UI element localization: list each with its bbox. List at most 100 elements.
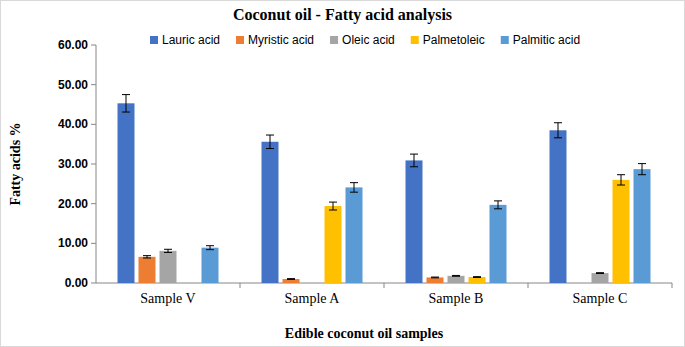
x-tick bbox=[672, 283, 673, 288]
error-stem bbox=[126, 95, 127, 112]
error-cap bbox=[164, 249, 172, 250]
error-stem bbox=[621, 175, 622, 185]
error-cap bbox=[266, 135, 274, 136]
legend-label: Myristic acid bbox=[248, 33, 314, 47]
x-tick bbox=[528, 283, 529, 288]
bar bbox=[283, 279, 300, 283]
error-bar bbox=[143, 256, 151, 258]
error-stem bbox=[270, 135, 271, 148]
error-cap bbox=[473, 276, 481, 277]
error-cap bbox=[206, 245, 214, 246]
bar bbox=[118, 103, 135, 283]
y-axis-label: Fatty acids % bbox=[8, 122, 23, 205]
y-tick bbox=[91, 164, 96, 165]
x-tick bbox=[384, 283, 385, 288]
x-tick-label: Sample A bbox=[285, 291, 341, 306]
legend: Lauric acidMyristic acidOleic acidPalmet… bbox=[150, 33, 580, 47]
error-bar bbox=[206, 246, 214, 250]
error-cap bbox=[350, 182, 358, 183]
error-cap bbox=[638, 163, 646, 164]
chart: Coconut oil - Fatty acid analysisFatty a… bbox=[0, 0, 685, 347]
error-bar bbox=[122, 95, 130, 112]
error-cap bbox=[617, 174, 625, 175]
legend-label: Oleic acid bbox=[342, 33, 395, 47]
error-cap bbox=[143, 255, 151, 256]
error-bar bbox=[617, 175, 625, 185]
error-bar bbox=[596, 272, 604, 274]
y-tick-label: 0.00 bbox=[65, 276, 89, 290]
error-cap bbox=[596, 272, 604, 273]
bar bbox=[325, 206, 342, 283]
error-cap bbox=[410, 154, 418, 155]
bar bbox=[469, 277, 486, 283]
x-tick-label: Sample V bbox=[140, 291, 195, 306]
legend-swatch bbox=[501, 36, 509, 44]
bar bbox=[634, 169, 651, 283]
error-bar bbox=[410, 154, 418, 167]
error-cap bbox=[287, 279, 295, 280]
legend-swatch bbox=[411, 36, 419, 44]
y-tick bbox=[91, 243, 96, 244]
bar bbox=[406, 160, 423, 283]
y-tick bbox=[91, 84, 96, 85]
legend-label: Lauric acid bbox=[162, 33, 220, 47]
bar bbox=[262, 142, 279, 283]
error-bar bbox=[329, 202, 337, 210]
error-cap bbox=[350, 192, 358, 193]
plot-area bbox=[118, 95, 651, 283]
error-cap bbox=[143, 258, 151, 259]
legend-swatch bbox=[330, 36, 338, 44]
error-bar bbox=[473, 276, 481, 278]
y-tick-label: 20.00 bbox=[58, 197, 88, 211]
legend-swatch bbox=[150, 36, 158, 44]
bar bbox=[592, 273, 609, 283]
x-tick-label: Sample C bbox=[573, 291, 628, 306]
legend-swatch bbox=[236, 36, 244, 44]
error-cap bbox=[206, 249, 214, 250]
error-cap bbox=[287, 278, 295, 279]
error-cap bbox=[596, 273, 604, 274]
error-cap bbox=[473, 277, 481, 278]
bar bbox=[160, 251, 177, 283]
error-cap bbox=[164, 252, 172, 253]
error-bar bbox=[554, 123, 562, 138]
error-bar bbox=[452, 275, 460, 277]
bar bbox=[427, 277, 444, 283]
bar bbox=[448, 276, 465, 283]
error-cap bbox=[431, 277, 439, 278]
error-cap bbox=[638, 174, 646, 175]
error-bar bbox=[350, 183, 358, 193]
bar bbox=[490, 205, 507, 283]
error-bar bbox=[287, 278, 295, 280]
bar bbox=[139, 257, 156, 283]
y-tick-label: 60.00 bbox=[58, 38, 88, 52]
bar bbox=[550, 130, 567, 283]
error-bar bbox=[494, 201, 502, 209]
bar bbox=[346, 187, 363, 283]
y-tick-label: 10.00 bbox=[58, 236, 88, 250]
y-tick bbox=[91, 203, 96, 204]
y-tick bbox=[91, 124, 96, 125]
error-bar bbox=[638, 164, 646, 175]
error-bar bbox=[431, 277, 439, 279]
error-cap bbox=[431, 277, 439, 278]
error-cap bbox=[452, 276, 460, 277]
y-axis bbox=[96, 45, 97, 283]
error-cap bbox=[329, 210, 337, 211]
error-cap bbox=[494, 208, 502, 209]
y-tick-label: 50.00 bbox=[58, 78, 88, 92]
error-bar bbox=[266, 135, 274, 148]
error-stem bbox=[642, 164, 643, 175]
error-cap bbox=[554, 122, 562, 123]
bar bbox=[202, 248, 219, 283]
bar bbox=[613, 180, 630, 283]
error-stem bbox=[558, 123, 559, 138]
error-cap bbox=[329, 202, 337, 203]
error-bar bbox=[164, 249, 172, 252]
error-cap bbox=[494, 200, 502, 201]
error-cap bbox=[617, 185, 625, 186]
error-stem bbox=[333, 202, 334, 210]
error-stem bbox=[210, 246, 211, 250]
error-stem bbox=[414, 154, 415, 167]
chart-border bbox=[1, 1, 685, 347]
